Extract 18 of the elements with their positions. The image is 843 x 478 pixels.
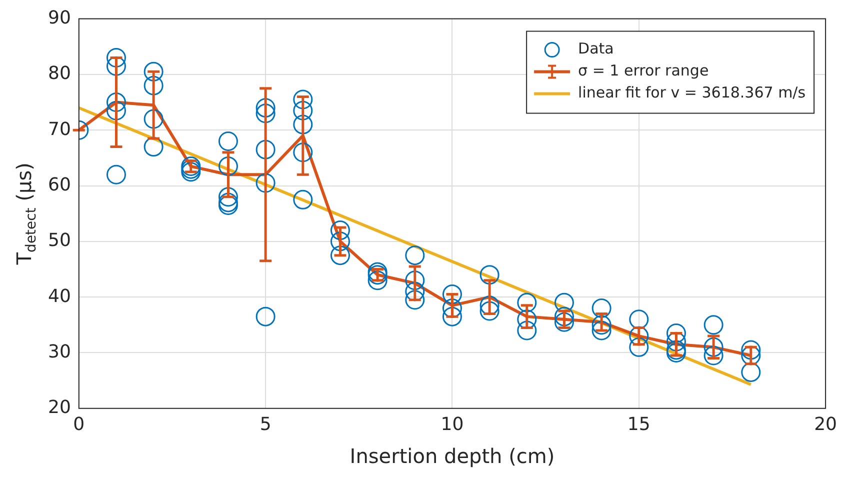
y-tick-label: 30 xyxy=(48,341,71,362)
legend-label: σ = 1 error range xyxy=(578,62,709,80)
y-tick-label: 90 xyxy=(48,7,71,28)
y-tick-label: 40 xyxy=(48,286,71,307)
y-tick-label: 70 xyxy=(48,118,71,140)
x-tick-label: 10 xyxy=(440,414,464,435)
y-tick-label: 50 xyxy=(48,230,71,252)
legend-label: Data xyxy=(578,40,614,58)
y-tick-label: 20 xyxy=(48,397,71,418)
y-tick-label: 60 xyxy=(48,174,71,196)
x-tick-label: 15 xyxy=(627,414,650,435)
y-axis-title: Tdetect (μs) xyxy=(12,162,40,266)
y-tick-label: 80 xyxy=(48,63,71,84)
x-tick-label: 5 xyxy=(260,414,272,435)
legend-label: linear fit for v = 3618.367 m/s xyxy=(578,84,806,102)
x-tick-label: 20 xyxy=(814,414,837,435)
x-axis-title: Insertion depth (cm) xyxy=(350,444,555,468)
x-tick-label: 0 xyxy=(73,414,85,435)
